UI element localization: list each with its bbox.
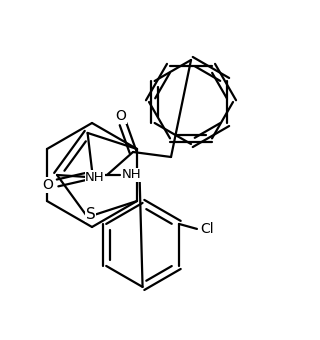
Text: O: O <box>42 178 53 192</box>
Text: Cl: Cl <box>200 222 214 236</box>
Text: O: O <box>116 109 126 123</box>
Text: NH: NH <box>122 168 141 182</box>
Text: NH: NH <box>85 170 105 184</box>
Text: S: S <box>86 207 95 222</box>
